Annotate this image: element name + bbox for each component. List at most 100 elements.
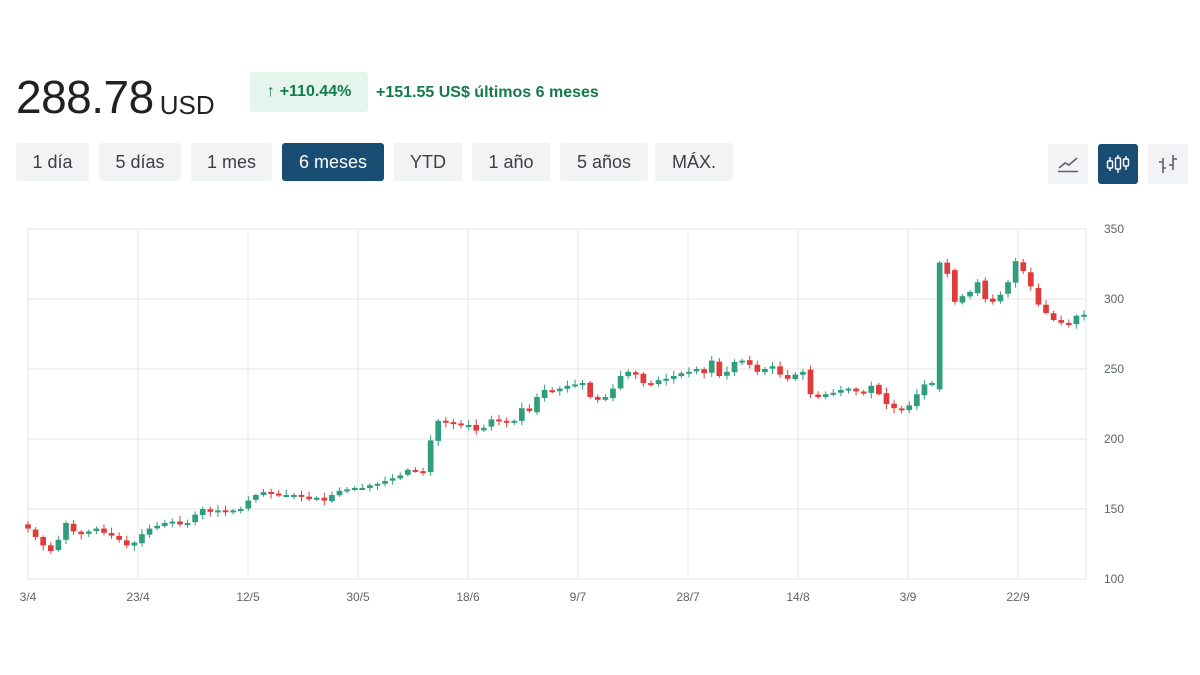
candle-down bbox=[549, 390, 556, 393]
candle-down bbox=[891, 403, 897, 409]
absolute-change-text: +151.55 US$ últimos 6 meses bbox=[376, 84, 599, 101]
x-tick-label: 22/9 bbox=[1006, 590, 1030, 604]
candle-up bbox=[534, 397, 540, 413]
candle-down bbox=[746, 360, 753, 365]
range-tab-1d[interactable]: 1 día bbox=[16, 143, 89, 181]
candle-down bbox=[1043, 304, 1049, 313]
candle-up bbox=[405, 469, 411, 475]
price-display: 288.78 USD bbox=[16, 68, 215, 120]
x-tick-label: 3/9 bbox=[900, 590, 917, 604]
candle-down bbox=[420, 471, 426, 474]
candle-up bbox=[184, 523, 191, 525]
candle-up bbox=[199, 509, 206, 515]
candle-up bbox=[427, 440, 434, 473]
candle-up bbox=[146, 528, 153, 535]
range-tab-label: 5 años bbox=[576, 151, 632, 172]
candle-down bbox=[952, 270, 958, 302]
ohlc-bar-chart-icon bbox=[1159, 155, 1177, 173]
candle-down bbox=[716, 361, 723, 376]
range-tab-6m[interactable]: 6 meses bbox=[282, 143, 384, 181]
grid bbox=[27, 228, 1087, 580]
candle-down bbox=[989, 298, 996, 302]
candle-up bbox=[336, 490, 343, 496]
range-tab-1m[interactable]: 1 mes bbox=[191, 143, 272, 181]
candle-down bbox=[815, 394, 821, 397]
x-tick-label: 9/7 bbox=[570, 590, 587, 604]
candle-up bbox=[139, 534, 145, 544]
candle-down bbox=[222, 510, 229, 513]
candle-down bbox=[1020, 262, 1027, 271]
candle-down bbox=[78, 531, 85, 535]
candle-up bbox=[579, 383, 586, 385]
candle-up bbox=[344, 489, 350, 492]
candle-up bbox=[435, 420, 442, 441]
range-tab-label: 1 año bbox=[488, 151, 534, 172]
candle-down bbox=[70, 523, 77, 532]
candle-up bbox=[351, 488, 358, 490]
current-price: 288.78 bbox=[16, 71, 154, 123]
candle-up bbox=[1081, 314, 1087, 317]
range-tab-label: 1 mes bbox=[206, 151, 257, 172]
candle-up bbox=[572, 384, 578, 387]
candle-up bbox=[374, 483, 381, 486]
candle-up bbox=[731, 362, 738, 373]
candle-up bbox=[739, 360, 745, 363]
candle-up bbox=[93, 528, 100, 532]
candle-down bbox=[268, 491, 274, 494]
candle-up bbox=[245, 500, 252, 509]
range-tab-label: YTD bbox=[410, 151, 446, 172]
range-tab-max[interactable]: MÁX. bbox=[655, 143, 733, 181]
candle-up bbox=[838, 390, 844, 393]
y-tick-label: 100 bbox=[1104, 572, 1124, 586]
candle-down bbox=[275, 493, 282, 496]
x-tick-label: 3/4 bbox=[20, 590, 37, 604]
candle-down bbox=[1050, 313, 1057, 320]
candle-up bbox=[382, 481, 388, 484]
candle-up bbox=[291, 495, 297, 497]
candle-up bbox=[921, 384, 928, 396]
candle-down bbox=[473, 424, 480, 431]
candle-down bbox=[1065, 322, 1072, 325]
candle-up bbox=[313, 497, 320, 500]
candle-down bbox=[116, 535, 123, 540]
candle-up bbox=[55, 539, 62, 551]
candle-down bbox=[207, 509, 214, 512]
candle-up bbox=[85, 531, 92, 534]
candle-up bbox=[959, 296, 966, 303]
candlestick-chart-svg: 100 150 200 250 300 350 3/4 23/4 12/5 30/5 18/6 9/7… bbox=[20, 222, 1125, 604]
x-tick-label: 18/6 bbox=[456, 590, 480, 604]
candle-down bbox=[754, 364, 761, 372]
candle-up bbox=[465, 425, 472, 427]
x-tick-label: 28/7 bbox=[676, 590, 700, 604]
candle-up bbox=[914, 394, 920, 407]
line-chart-icon bbox=[1058, 157, 1078, 173]
candle-up bbox=[800, 371, 806, 375]
range-tab-1y[interactable]: 1 año bbox=[472, 143, 550, 181]
candle-down bbox=[777, 366, 783, 375]
line-chart-button[interactable] bbox=[1048, 144, 1088, 184]
candle-down bbox=[784, 375, 791, 379]
candle-up bbox=[845, 388, 852, 391]
candle-up bbox=[215, 510, 221, 513]
candle-down bbox=[1027, 272, 1034, 287]
candle-down bbox=[632, 372, 639, 375]
ohlc-chart-button[interactable] bbox=[1148, 144, 1188, 184]
candle-down bbox=[526, 408, 533, 411]
range-tab-5d[interactable]: 5 días bbox=[99, 143, 181, 181]
candle-up bbox=[822, 394, 829, 398]
axis-labels: 100 150 200 250 300 350 3/4 23/4 12/5 30/5 18/6 9/7… bbox=[20, 222, 1125, 604]
candle-down bbox=[648, 383, 654, 386]
candle-up bbox=[230, 510, 236, 513]
candle-down bbox=[876, 384, 882, 395]
range-tab-ytd[interactable]: YTD bbox=[394, 143, 462, 181]
candle-up bbox=[260, 492, 267, 495]
candle-up bbox=[655, 380, 662, 385]
candlestick-chart-button[interactable] bbox=[1098, 144, 1138, 184]
y-tick-label: 300 bbox=[1104, 292, 1124, 306]
candle-up bbox=[131, 542, 138, 546]
candle-down bbox=[853, 388, 859, 392]
currency-label: USD bbox=[159, 90, 215, 120]
candle-down bbox=[594, 397, 601, 400]
candle-down bbox=[982, 280, 989, 299]
range-tab-5y[interactable]: 5 años bbox=[560, 143, 648, 181]
